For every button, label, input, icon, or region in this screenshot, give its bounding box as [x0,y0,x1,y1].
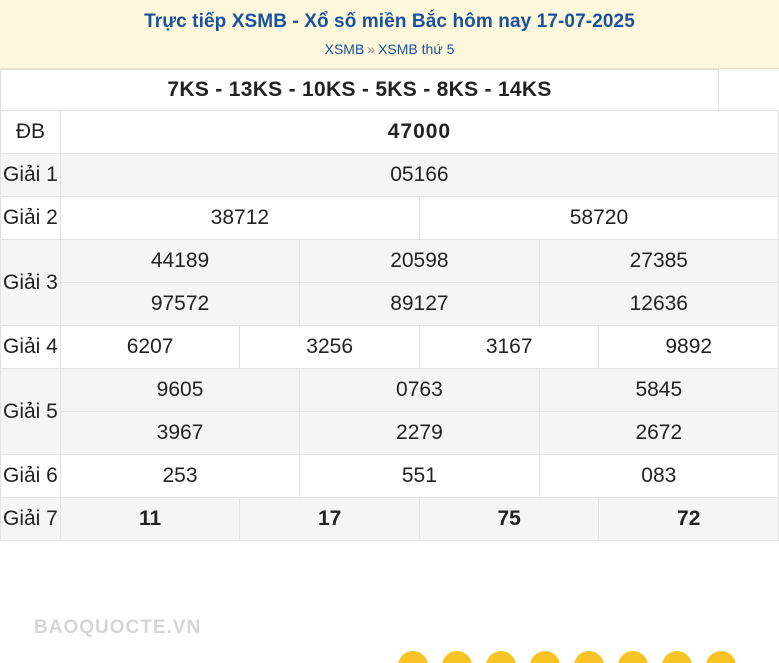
prize-g7-0: 11 [59,497,241,541]
prize-g5-4: 2279 [299,411,540,455]
lottery-results-table: 7KS - 13KS - 10KS - 5KS - 8KS - 14KS ĐB … [0,69,779,541]
prize-g6-2: 083 [538,454,779,498]
breadcrumb: XSMB» XSMB thứ 5 [0,40,779,58]
prize-g7-3: 72 [598,497,779,541]
lottery-ball [442,651,472,663]
row-label-g1: Giải 1 [0,153,61,197]
prize-g7-2: 75 [418,497,600,541]
table-row-g7: Giải 7 11 17 75 72 [0,497,779,541]
breadcrumb-current-link[interactable]: XSMB thứ 5 [378,41,455,57]
row-label-g3: Giải 3 [0,239,61,326]
prize-g5-1: 0763 [299,368,540,412]
page-title: Trực tiếp XSMB - Xổ số miền Bắc hôm nay … [144,11,635,32]
prize-g5-5: 2672 [538,411,779,455]
prize-g3-1: 20598 [299,239,540,283]
table-row-g5b: 3967 2279 2672 [1,411,779,455]
prize-g1-0: 05166 [59,153,779,197]
breadcrumb-root-link[interactable]: XSMB [324,41,365,57]
table-row-g3b: 97572 89127 12636 [1,282,779,326]
table-row-g3a: Giải 3 44189 20598 27385 [0,239,779,326]
prize-g3-2: 27385 [538,239,779,283]
lottery-ball [618,651,648,663]
table-row-g2: Giải 2 38712 58720 [0,196,779,240]
table-row-g1: Giải 1 05166 [0,153,779,197]
prize-db-0: 47000 [59,110,779,154]
prize-g4-2: 3167 [418,325,600,369]
ks-header-cell: 7KS - 13KS - 10KS - 5KS - 8KS - 14KS [0,69,720,111]
prize-g2-0: 38712 [59,196,420,240]
breadcrumb-separator: » [367,41,376,57]
prize-g5-3: 3967 [59,411,301,455]
prize-g4-3: 9892 [598,325,779,369]
row-label-g5: Giải 5 [0,368,61,455]
table-row-db: ĐB 47000 [0,110,779,154]
watermark-text: BAOQUOCTE.VN [34,617,202,638]
prize-g6-1: 551 [299,454,540,498]
lottery-ball [398,651,428,663]
prize-g2-1: 58720 [418,196,779,240]
prize-g3-3: 97572 [59,282,301,326]
prize-g4-0: 6207 [59,325,241,369]
row-label-db: ĐB [0,110,61,154]
lottery-ball [662,651,692,663]
bottom-lottery-balls [0,651,779,663]
prize-g3-0: 44189 [59,239,301,283]
row-label-g7: Giải 7 [0,497,61,541]
prize-g6-0: 253 [59,454,301,498]
lottery-ball [706,651,736,663]
prize-g3-4: 89127 [299,282,540,326]
row-label-g6: Giải 6 [0,454,61,498]
lottery-ball [486,651,516,663]
table-row-g5a: Giải 5 9605 0763 5845 [0,368,779,455]
row-label-g2: Giải 2 [0,196,61,240]
table-row-g4: Giải 4 6207 3256 3167 9892 [0,325,779,369]
lottery-ball [574,651,604,663]
prize-g4-1: 3256 [239,325,420,369]
prize-g7-1: 17 [239,497,420,541]
table-row-g6: Giải 6 253 551 083 [0,454,779,498]
prize-g3-5: 12636 [538,282,779,326]
row-label-g4: Giải 4 [0,325,61,369]
table-row-ks-header: 7KS - 13KS - 10KS - 5KS - 8KS - 14KS [0,69,779,111]
prize-g5-2: 5845 [538,368,779,412]
lottery-ball [530,651,560,663]
page-header: Trực tiếp XSMB - Xổ số miền Bắc hôm nay … [0,0,779,69]
prize-g5-0: 9605 [59,368,301,412]
